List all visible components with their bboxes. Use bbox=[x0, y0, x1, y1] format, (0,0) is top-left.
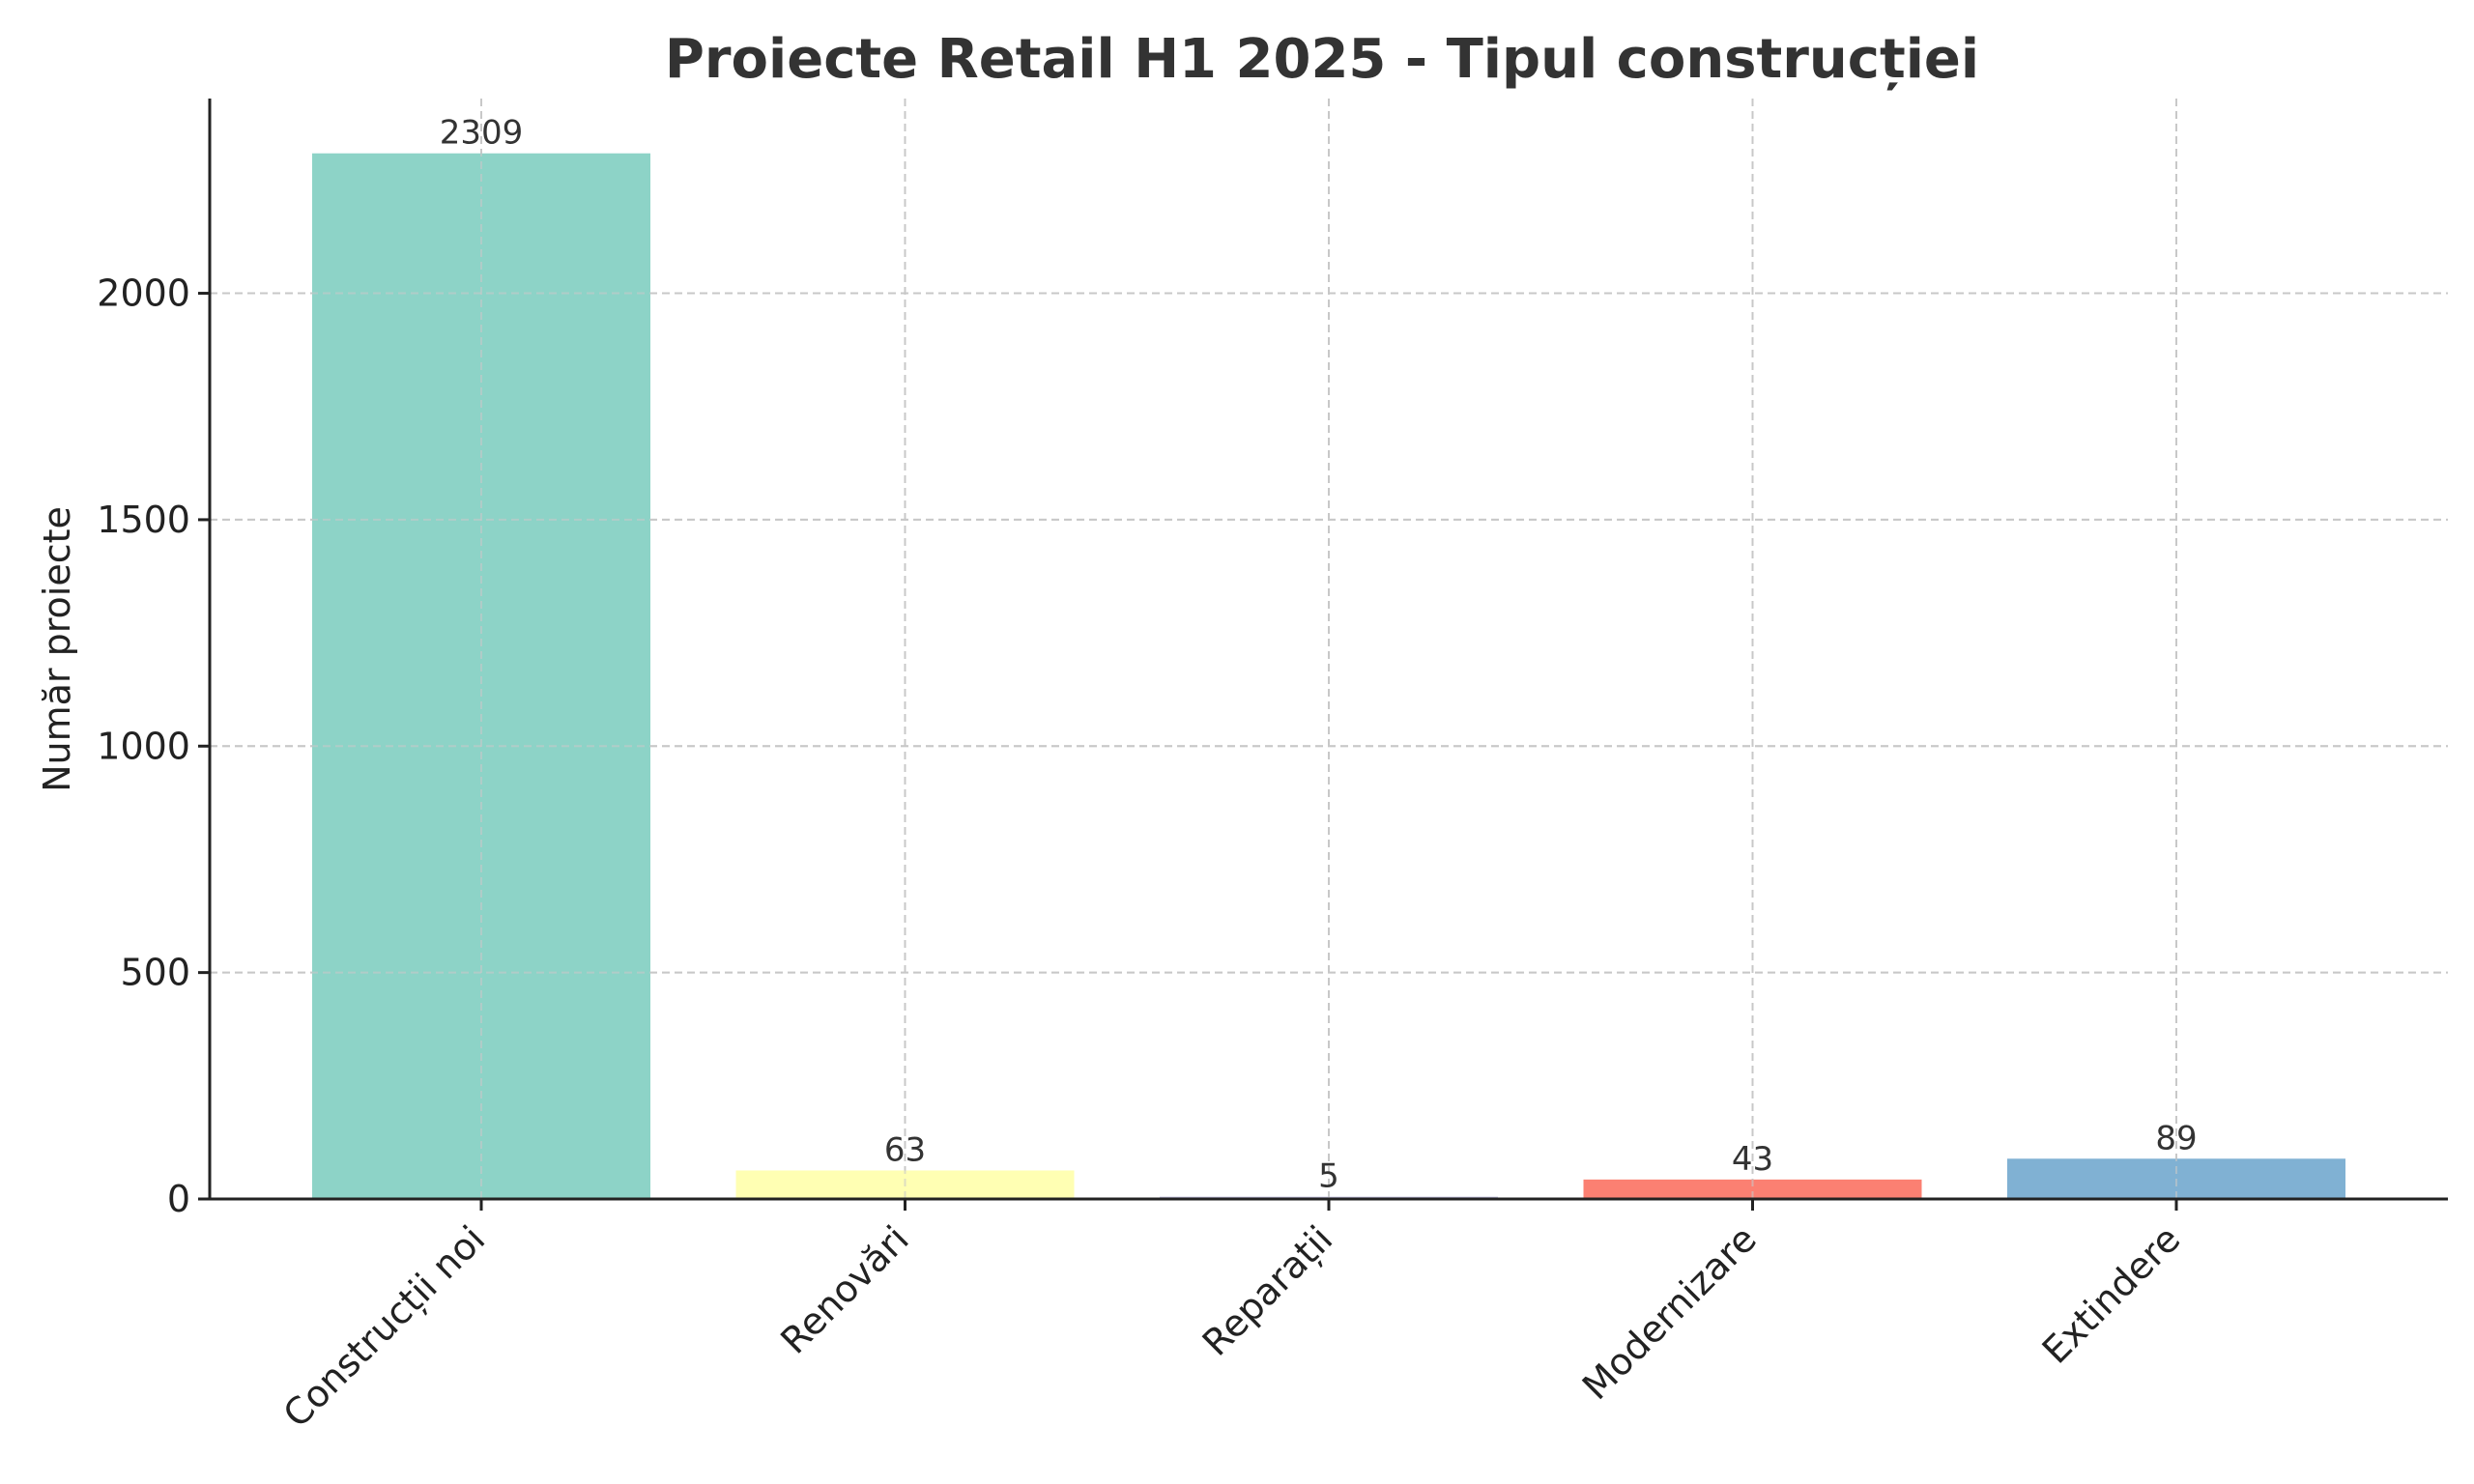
y-axis-label: Număr proiecte bbox=[36, 506, 78, 792]
bar bbox=[1583, 1179, 1922, 1199]
bar-value-label: 43 bbox=[1732, 1140, 1773, 1179]
bar-value-label: 5 bbox=[1318, 1157, 1339, 1196]
y-tick-label: 2000 bbox=[97, 272, 190, 315]
y-tick-label: 1500 bbox=[97, 499, 190, 541]
x-tick-label: Construcții noi bbox=[275, 1217, 494, 1436]
bar-value-label: 63 bbox=[884, 1130, 926, 1169]
x-tick-label: Modernizare bbox=[1574, 1217, 1765, 1408]
bar-value-label: 2309 bbox=[440, 114, 524, 153]
x-tick-label: Renovări bbox=[772, 1217, 916, 1361]
y-tick-label: 1000 bbox=[97, 725, 190, 767]
bar-value-label: 89 bbox=[2155, 1119, 2197, 1157]
chart-title: Proiecte Retail H1 2025 - Tipul construc… bbox=[665, 28, 1979, 91]
axes bbox=[198, 99, 2448, 1211]
x-tick-label: Extindere bbox=[2034, 1217, 2189, 1372]
y-tick-label: 0 bbox=[167, 1178, 190, 1220]
y-tick-label: 500 bbox=[120, 952, 190, 994]
x-tick-label: Reparații bbox=[1194, 1217, 1341, 1364]
